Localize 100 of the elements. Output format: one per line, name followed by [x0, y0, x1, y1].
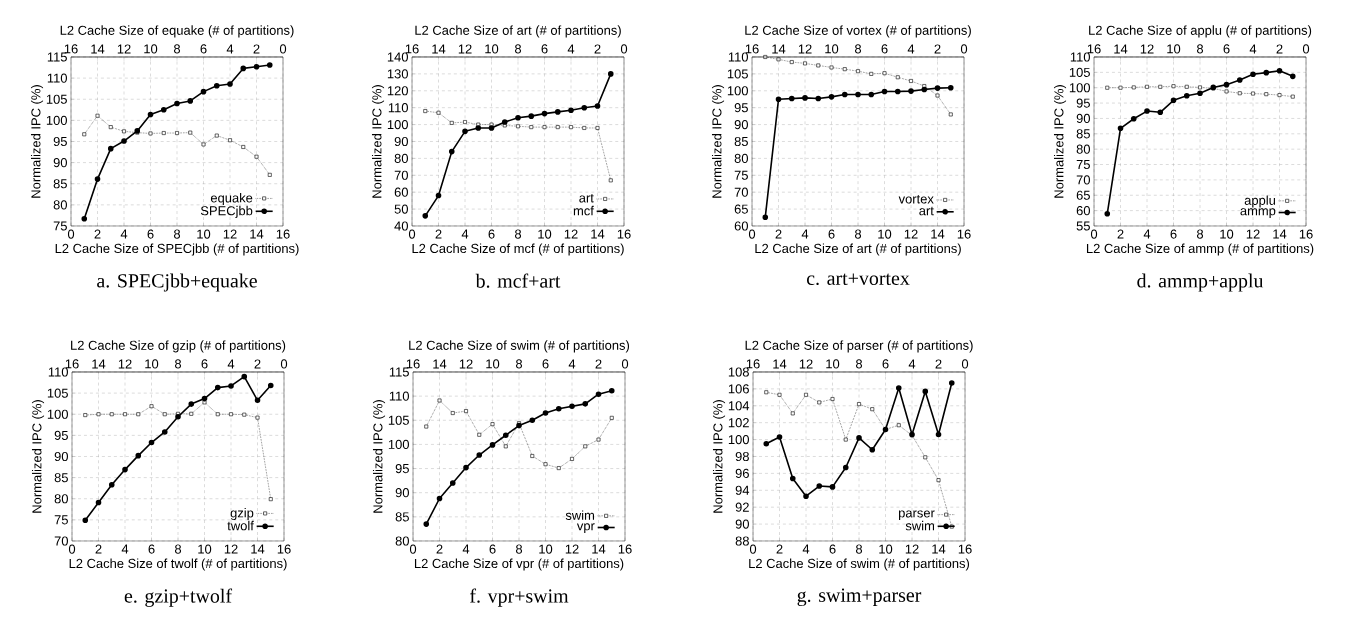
- x2-tick-label: 6: [882, 359, 889, 369]
- text: f. vpr+swim: [470, 588, 569, 607]
- y-tick-label: 85: [1076, 129, 1090, 139]
- x2-tick-label: 14: [91, 44, 105, 54]
- y-tick-label: 115: [389, 367, 409, 377]
- y-tick-label: 100: [46, 115, 67, 125]
- x2-tick-label: 16: [746, 359, 760, 369]
- x2-tick-label: 2: [1276, 44, 1283, 54]
- x-axis-title: L2 Cache Size of twolf (# of partitions): [69, 558, 287, 571]
- text: d. ammp+applu: [1137, 273, 1264, 292]
- y-axis-title: Normalized IPC (%): [371, 85, 385, 198]
- x-tick-label: 16: [618, 544, 632, 554]
- y-tick-label: 70: [54, 536, 68, 546]
- y-axis-title: Normalized IPC (%): [372, 400, 386, 513]
- x-tick-label: 14: [592, 544, 606, 554]
- x2-tick-label: 0: [961, 359, 969, 369]
- legend-label: ammp: [1240, 208, 1276, 218]
- legend-label: parser: [898, 510, 935, 521]
- y-tick-label: 106: [728, 384, 749, 394]
- y-tick-label: 98: [735, 451, 749, 462]
- x-tick-label: 0: [408, 229, 416, 239]
- y-tick-label: 90: [395, 488, 409, 498]
- x2-tick-label: 0: [621, 359, 629, 369]
- x2-tick-label: 10: [825, 44, 839, 54]
- x-tick-label: 8: [854, 229, 862, 239]
- x-tick-label: 6: [828, 229, 835, 239]
- x-tick-label: 6: [148, 544, 155, 554]
- x-axis-title: L2 Cache Size of SPECjbb (# of partitions): [55, 243, 299, 256]
- legend-label: SPECjbb: [200, 205, 253, 218]
- y-tick-label: 105: [1069, 67, 1090, 77]
- y-tick-label: 80: [1076, 144, 1090, 154]
- y-tick-label: 105: [388, 415, 409, 425]
- y-axis-title: Normalized IPC (%): [30, 85, 44, 198]
- y-tick-label: 80: [53, 200, 67, 210]
- y-tick-label: 100: [47, 409, 68, 419]
- y-tick-label: 80: [734, 153, 748, 163]
- x2-axis-title: L2 Cache Size of vortex (# of partitions): [745, 25, 971, 38]
- x2-tick-label: 12: [118, 359, 132, 369]
- x-tick-label: 10: [879, 544, 893, 554]
- y-tick-label: 40: [394, 221, 408, 231]
- x-tick-label: 2: [95, 544, 102, 554]
- y-tick-label: 92: [735, 502, 749, 512]
- y-tick-label: 65: [1076, 190, 1090, 200]
- x2-tick-label: 8: [514, 44, 522, 54]
- x-tick-label: 6: [489, 544, 496, 554]
- x2-tick-label: 14: [773, 359, 787, 369]
- y-tick-label: 105: [727, 69, 748, 79]
- x2-axis-title: L2 Cache Size of equake (# of partitions): [60, 25, 294, 38]
- x2-tick-label: 6: [201, 359, 208, 369]
- x-tick-label: 8: [515, 544, 523, 554]
- y-tick-label: 140: [387, 52, 408, 62]
- x2-tick-label: 2: [595, 359, 602, 369]
- x2-tick-label: 12: [117, 44, 131, 54]
- x2-tick-label: 0: [620, 44, 628, 54]
- x-tick-label: 6: [1170, 229, 1177, 239]
- y-tick-label: 60: [394, 187, 408, 197]
- x2-tick-label: 12: [798, 44, 812, 54]
- x-tick-label: 16: [277, 544, 291, 554]
- x-tick-label: 12: [564, 229, 578, 239]
- x-tick-label: 16: [276, 229, 290, 239]
- text: c. art+vortex: [806, 273, 910, 286]
- y-tick-label: 90: [394, 136, 408, 147]
- x-tick-label: 2: [436, 544, 443, 554]
- legend-label: vpr: [576, 523, 595, 533]
- legend-label: art: [579, 194, 594, 203]
- y-tick-label: 88: [735, 536, 749, 546]
- y-tick-label: 130: [387, 69, 408, 79]
- x2-tick-label: 2: [594, 44, 601, 54]
- y-axis-title: Normalized IPC (%): [712, 400, 726, 513]
- x-tick-label: 0: [68, 544, 76, 554]
- legend-label: gzip: [230, 507, 254, 521]
- x2-tick-label: 14: [433, 359, 447, 369]
- legend-label: twolf: [227, 520, 254, 531]
- x-tick-label: 0: [749, 544, 757, 554]
- y-tick-label: 75: [734, 170, 748, 180]
- x-tick-label: 12: [565, 544, 579, 554]
- x2-tick-label: 4: [567, 44, 575, 54]
- x-tick-label: 12: [224, 544, 238, 554]
- y-tick-label: 100: [1069, 83, 1090, 93]
- x-tick-label: 10: [198, 544, 212, 554]
- x-tick-label: 4: [461, 229, 469, 239]
- x2-tick-label: 4: [568, 359, 576, 369]
- x-tick-label: 6: [147, 229, 154, 239]
- y-tick-label: 90: [1076, 113, 1090, 124]
- x2-tick-label: 12: [799, 359, 813, 369]
- x2-tick-label: 6: [542, 359, 549, 369]
- x2-tick-label: 4: [226, 44, 234, 54]
- text: b. mcf+art: [475, 273, 561, 288]
- x-tick-label: 12: [1246, 229, 1260, 239]
- y-tick-label: 102: [728, 418, 749, 428]
- x2-tick-label: 8: [1196, 44, 1204, 54]
- y-tick-label: 110: [388, 103, 408, 113]
- x-tick-label: 4: [1143, 229, 1151, 239]
- x-tick-label: 4: [120, 229, 128, 239]
- y-tick-label: 85: [53, 179, 67, 189]
- x-tick-label: 8: [514, 229, 522, 239]
- x-tick-label: 16: [957, 229, 971, 239]
- x2-tick-label: 8: [515, 359, 523, 369]
- y-tick-label: 85: [395, 512, 409, 522]
- x-axis-title: L2 Cache Size of art (# of partitions): [755, 243, 961, 256]
